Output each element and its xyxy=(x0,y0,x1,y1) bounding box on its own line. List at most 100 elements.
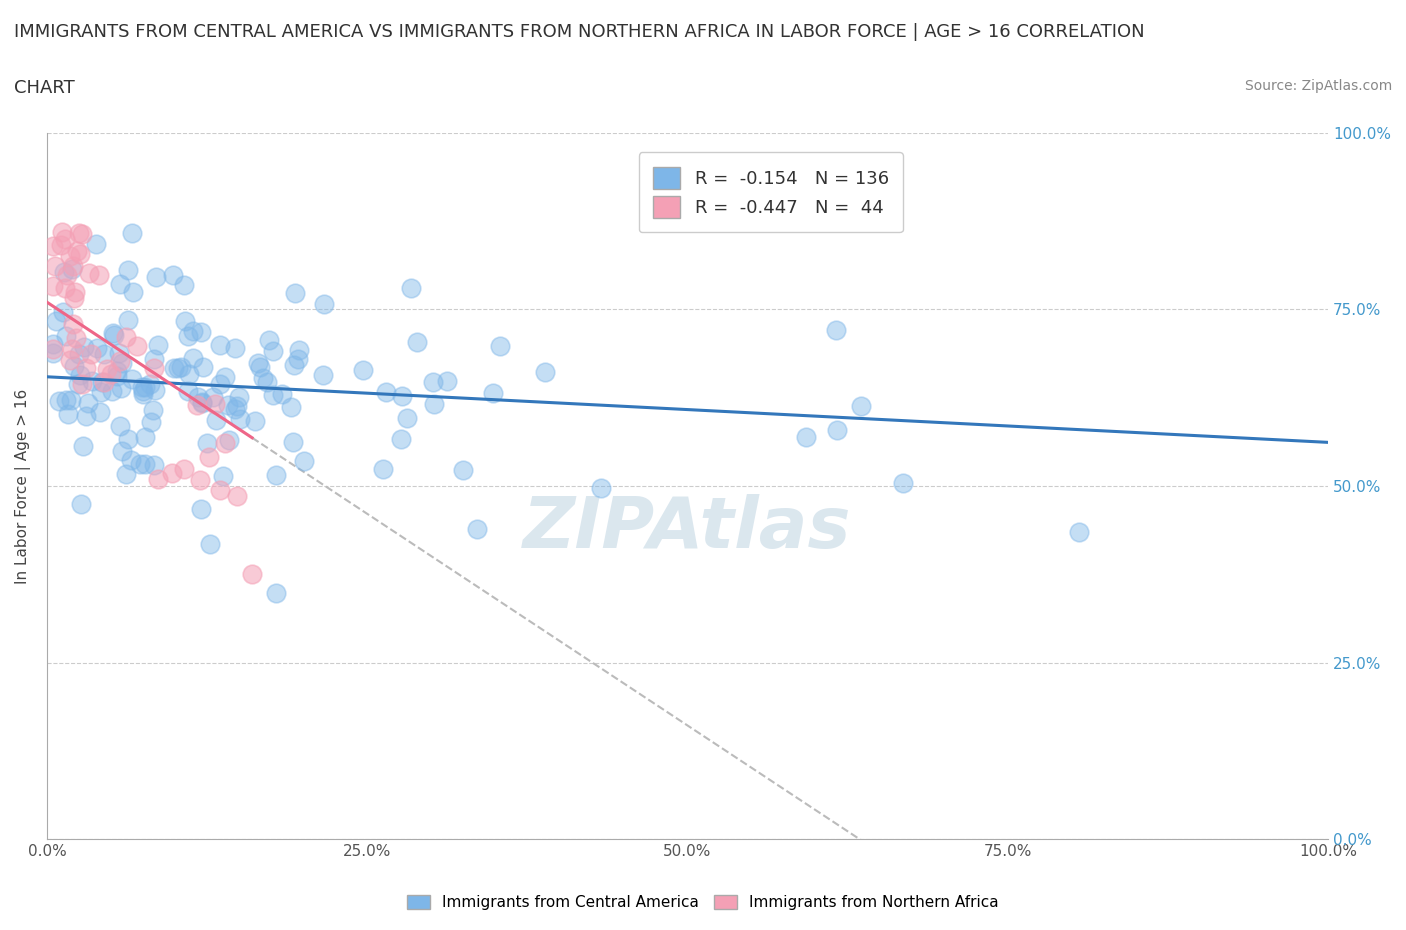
Point xyxy=(70,377,93,392)
Point xyxy=(195,435,218,450)
Point xyxy=(63,290,86,305)
Point xyxy=(208,483,231,498)
Point xyxy=(55,329,77,344)
Point xyxy=(63,285,86,299)
Point xyxy=(110,381,132,396)
Point xyxy=(190,501,212,516)
Point xyxy=(72,439,94,454)
Point xyxy=(225,399,247,414)
Point xyxy=(373,461,395,476)
Point xyxy=(75,361,97,376)
Point xyxy=(103,326,125,340)
Point xyxy=(177,328,200,343)
Point xyxy=(247,355,270,370)
Legend: Immigrants from Central America, Immigrants from Northern Africa: Immigrants from Central America, Immigra… xyxy=(399,887,1007,918)
Point xyxy=(224,401,246,416)
Point xyxy=(73,339,96,354)
Point xyxy=(264,468,287,483)
Point xyxy=(389,432,412,447)
Point xyxy=(120,452,142,467)
Point xyxy=(396,410,419,425)
Point xyxy=(63,359,86,374)
Point xyxy=(134,379,156,394)
Point xyxy=(173,277,195,292)
Point xyxy=(131,383,153,398)
Point xyxy=(59,352,82,367)
Point xyxy=(146,472,169,486)
Point xyxy=(139,414,162,429)
Point xyxy=(121,371,143,386)
Point xyxy=(111,444,134,458)
Point xyxy=(62,316,84,331)
Point xyxy=(166,361,188,376)
Point xyxy=(1069,525,1091,540)
Point xyxy=(209,377,232,392)
Point xyxy=(77,395,100,410)
Point xyxy=(214,370,236,385)
Point xyxy=(115,330,138,345)
Point xyxy=(42,279,65,294)
Point xyxy=(108,418,131,433)
Point xyxy=(134,457,156,472)
Point xyxy=(170,360,193,375)
Point xyxy=(69,367,91,382)
Point xyxy=(121,225,143,240)
Point xyxy=(794,430,817,445)
Point xyxy=(174,313,197,328)
Point xyxy=(65,331,87,346)
Point xyxy=(160,465,183,480)
Point xyxy=(225,489,247,504)
Point xyxy=(117,262,139,277)
Point xyxy=(399,280,422,295)
Point xyxy=(59,392,82,407)
Point xyxy=(181,351,204,365)
Point xyxy=(44,259,66,273)
Point xyxy=(66,244,89,259)
Point xyxy=(108,346,131,361)
Point xyxy=(134,430,156,445)
Point xyxy=(70,227,93,242)
Point xyxy=(75,408,97,423)
Point xyxy=(214,436,236,451)
Point xyxy=(45,313,67,328)
Point xyxy=(256,375,278,390)
Point xyxy=(100,366,122,381)
Point xyxy=(86,340,108,355)
Point xyxy=(482,385,505,400)
Point xyxy=(87,268,110,283)
Point xyxy=(202,390,225,405)
Point xyxy=(162,267,184,282)
Point xyxy=(257,332,280,347)
Point xyxy=(117,313,139,328)
Point xyxy=(534,365,557,379)
Point xyxy=(187,390,209,405)
Point xyxy=(146,338,169,352)
Point xyxy=(177,384,200,399)
Point xyxy=(352,362,374,377)
Point xyxy=(67,226,90,241)
Point xyxy=(200,536,222,551)
Point xyxy=(59,249,82,264)
Point xyxy=(422,374,444,389)
Point xyxy=(191,395,214,410)
Point xyxy=(292,454,315,469)
Point xyxy=(314,297,336,312)
Point xyxy=(96,362,118,377)
Point xyxy=(111,355,134,370)
Point xyxy=(42,345,65,360)
Point xyxy=(436,373,458,388)
Point xyxy=(851,399,873,414)
Point xyxy=(205,413,228,428)
Point xyxy=(163,361,186,376)
Point xyxy=(60,261,83,276)
Text: CHART: CHART xyxy=(14,79,75,97)
Point xyxy=(188,473,211,488)
Point xyxy=(465,522,488,537)
Text: IMMIGRANTS FROM CENTRAL AMERICA VS IMMIGRANTS FROM NORTHERN AFRICA IN LABOR FORC: IMMIGRANTS FROM CENTRAL AMERICA VS IMMIG… xyxy=(14,23,1144,41)
Point xyxy=(391,388,413,403)
Point xyxy=(270,387,292,402)
Point xyxy=(591,480,613,495)
Point xyxy=(67,377,90,392)
Point xyxy=(224,341,246,356)
Point xyxy=(191,394,214,409)
